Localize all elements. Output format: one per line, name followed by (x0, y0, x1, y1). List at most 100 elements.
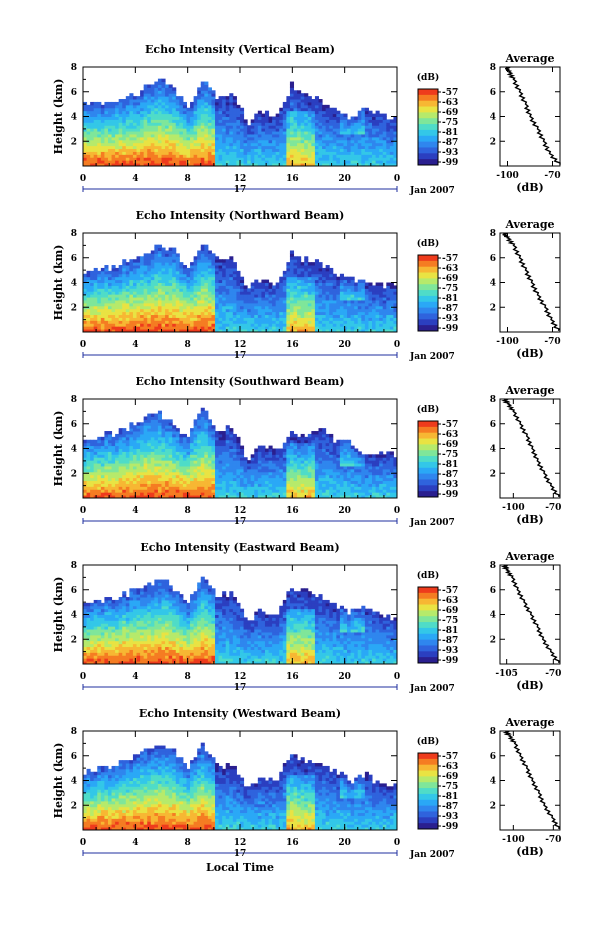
heatmap-cell (307, 270, 312, 275)
heatmap-cell (382, 133, 387, 138)
heatmap-cell (318, 163, 323, 166)
heatmap-cell (272, 116, 277, 120)
heatmap-cell (207, 250, 212, 254)
heatmap-cell (339, 282, 344, 286)
heatmap-cell (211, 308, 216, 313)
heatmap-cell (357, 116, 362, 120)
colorbar-segment (418, 290, 438, 297)
heatmap-cell (307, 133, 312, 138)
heatmap-cell (261, 291, 266, 295)
heatmap-cell (143, 474, 148, 479)
heatmap-cell (339, 131, 344, 135)
x-tick-label: 20 (338, 340, 351, 350)
heatmap-cell (318, 317, 323, 321)
heatmap-cell (343, 136, 348, 141)
heatmap-cell (300, 302, 305, 307)
heatmap-cell (322, 157, 327, 161)
heatmap-cell (165, 285, 170, 289)
heatmap-cell (329, 294, 334, 298)
heatmap-cell (86, 163, 91, 166)
heatmap-cell (297, 323, 302, 327)
heatmap-cell (157, 276, 162, 281)
heatmap-cell (97, 454, 102, 458)
heatmap-cell (343, 139, 348, 144)
heatmap-cell (232, 151, 237, 155)
heatmap-cell (140, 99, 145, 103)
heatmap-cell (111, 276, 116, 281)
heatmap-cell (182, 308, 187, 313)
heatmap-cell (175, 460, 180, 464)
heatmap-cell (272, 145, 277, 150)
heatmap-cell (247, 317, 252, 321)
heatmap-cell (243, 311, 248, 316)
heatmap-cell (300, 148, 305, 152)
heatmap-cell (197, 471, 202, 476)
heatmap-cell (329, 110, 334, 115)
heatmap-cell (257, 294, 262, 298)
heatmap-cell (250, 148, 255, 152)
heatmap-cell (182, 442, 187, 447)
heatmap-cell (236, 282, 241, 286)
heatmap-cell (125, 326, 130, 330)
heatmap-cell (165, 125, 170, 129)
heatmap-cell (200, 93, 205, 97)
heatmap-cell (197, 253, 202, 257)
heatmap-cell (190, 311, 195, 316)
heatmap-cell (154, 81, 159, 85)
heatmap-cell (200, 256, 205, 260)
heatmap-cell (318, 139, 323, 144)
heatmap-cell (272, 128, 277, 132)
heatmap-cell (132, 431, 138, 435)
heatmap-cell (350, 314, 355, 318)
heatmap-cell (250, 317, 255, 321)
heatmap-cell (125, 279, 130, 283)
heatmap-cell (275, 160, 280, 164)
heatmap-cell (157, 267, 162, 272)
heatmap-cell (172, 311, 177, 316)
heatmap-cell (161, 270, 166, 275)
heatmap-cell (118, 445, 123, 449)
heatmap-cell (190, 451, 195, 455)
heatmap-cell (150, 96, 155, 100)
average-x-tick-label: -70 (544, 171, 560, 181)
heatmap-cell (215, 262, 220, 266)
heatmap-cell (297, 329, 302, 332)
heatmap-cell (293, 285, 298, 289)
heatmap-cell (325, 151, 330, 155)
heatmap-cell (386, 308, 391, 313)
heatmap-cell (168, 122, 173, 126)
heatmap-cell (297, 326, 302, 330)
heatmap-cell (172, 454, 177, 458)
heatmap-cell (86, 495, 91, 498)
heatmap-cell (118, 107, 123, 112)
heatmap-cell (93, 474, 98, 479)
heatmap-cell (172, 116, 177, 120)
heatmap-cell (222, 270, 227, 275)
heatmap-cell (372, 139, 377, 144)
heatmap-cell (347, 160, 352, 164)
heatmap-cell (168, 442, 173, 447)
heatmap-cell (190, 125, 195, 129)
heatmap-cell (125, 299, 130, 304)
heatmap-cell (182, 320, 187, 324)
heatmap-cell (300, 107, 305, 112)
heatmap-cell (200, 259, 205, 263)
heatmap-cell (389, 157, 394, 161)
heatmap-cell (286, 302, 291, 307)
heatmap-cell (150, 416, 155, 420)
heatmap-cell (357, 305, 362, 310)
heatmap-cell (140, 436, 145, 441)
heatmap-cell (218, 139, 223, 144)
heatmap-cell (386, 157, 391, 161)
heatmap-cell (200, 492, 205, 496)
heatmap-cell (304, 107, 309, 112)
heatmap-cell (375, 145, 380, 150)
heatmap-cell (132, 119, 138, 123)
heatmap-cell (132, 425, 138, 429)
heatmap-cell (264, 323, 270, 327)
heatmap-cell (240, 329, 245, 332)
heatmap-cell (364, 116, 369, 120)
heatmap-cell (161, 308, 166, 313)
x-tick-label: 20 (338, 174, 351, 184)
heatmap-cell (143, 465, 148, 470)
